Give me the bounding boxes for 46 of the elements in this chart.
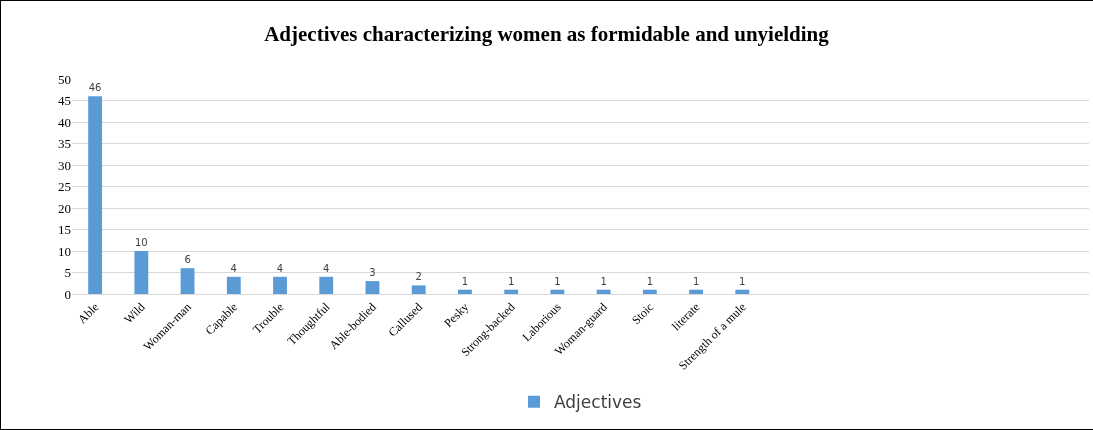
bar [365, 281, 380, 294]
data-label: 4 [323, 262, 330, 274]
bar [735, 289, 750, 294]
data-label: 10 [134, 237, 148, 248]
y-tick-label: 15 [58, 222, 71, 238]
bar [458, 289, 472, 294]
bar [180, 268, 195, 294]
bar [88, 96, 103, 294]
data-label: 46 [88, 82, 102, 94]
bar [411, 285, 426, 294]
chart-title: Adjectives characterizing women as formidable and unyielding [264, 22, 830, 47]
data-label: 1 [739, 275, 746, 287]
bar [319, 276, 334, 294]
x-tick-label: Wild [121, 299, 148, 327]
bar [550, 289, 565, 294]
bar [134, 251, 149, 294]
data-label: 1 [461, 275, 469, 287]
bar [689, 289, 703, 294]
y-tick-label: 35 [58, 136, 71, 152]
y-tick-label: 20 [58, 200, 71, 216]
data-label: 4 [276, 262, 284, 274]
data-label: 1 [600, 275, 607, 287]
y-tick-label: 40 [58, 114, 71, 130]
data-label: 3 [369, 267, 376, 279]
bar [642, 289, 657, 294]
legend-label: Adjectives [554, 392, 642, 413]
y-tick-label: 0 [64, 286, 71, 302]
y-tick-label: 45 [58, 93, 71, 109]
data-label: 4 [230, 262, 237, 274]
data-label: 1 [554, 275, 561, 287]
data-label: 1 [646, 275, 654, 287]
bar [504, 289, 519, 294]
y-tick-label: 50 [58, 71, 71, 87]
bar [226, 276, 241, 294]
x-tick-label: Able [75, 299, 102, 327]
y-tick-label: 5 [64, 265, 71, 281]
bar [596, 289, 611, 294]
x-tick-label: Stoic [628, 299, 657, 328]
bar [273, 276, 287, 294]
data-label: 2 [415, 271, 422, 283]
y-tick-label: 30 [58, 157, 71, 173]
data-label: 1 [692, 275, 700, 287]
y-tick-label: 10 [58, 243, 71, 259]
y-tick-label: 25 [58, 179, 71, 195]
data-label: 1 [507, 275, 515, 287]
data-label: 6 [184, 254, 191, 266]
